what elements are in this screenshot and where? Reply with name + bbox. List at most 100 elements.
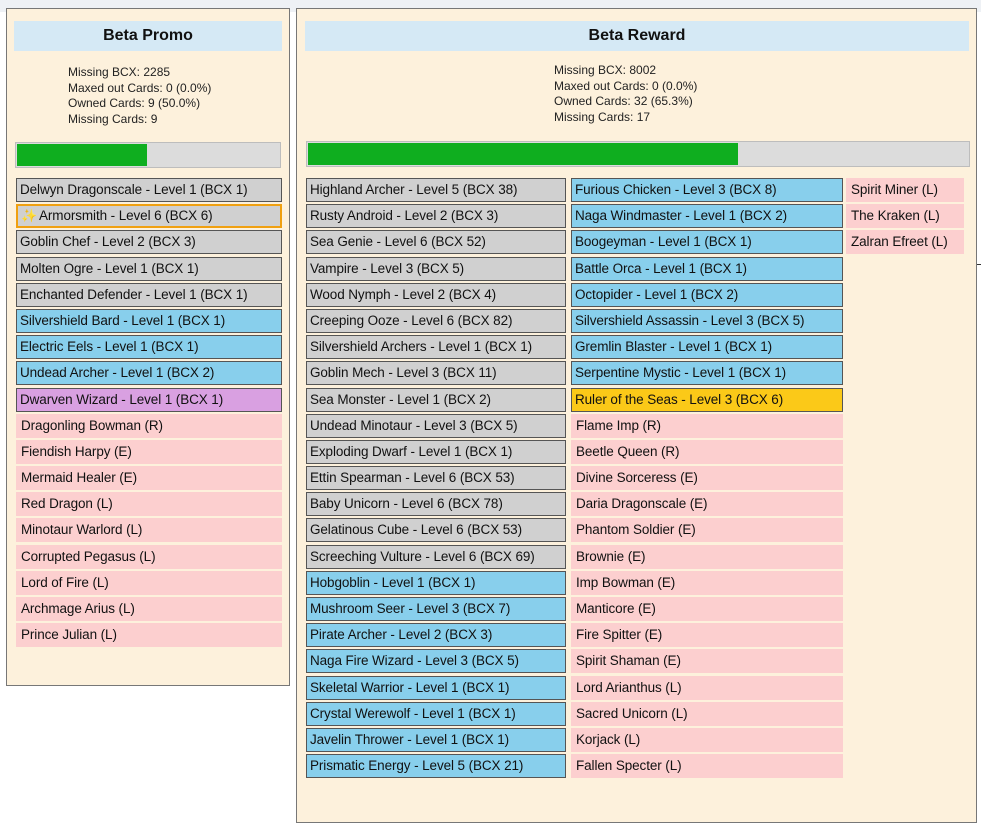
- card-gelatinous-cube[interactable]: Gelatinous Cube - Level 6 (BCX 53): [306, 518, 566, 543]
- card-label: Dragonling Bowman (R): [21, 417, 163, 433]
- card-label: Naga Windmaster - Level 1 (BCX 2): [575, 208, 788, 224]
- card-silvershield-bard[interactable]: Silvershield Bard - Level 1 (BCX 1): [16, 308, 282, 333]
- card-flame-imp[interactable]: Flame Imp (R): [571, 413, 843, 438]
- card-label: Daria Dragonscale (E): [576, 496, 708, 512]
- card-goblin-chef[interactable]: Goblin Chef - Level 2 (BCX 3): [16, 230, 282, 255]
- card-spirit-shaman[interactable]: Spirit Shaman (E): [571, 649, 843, 674]
- promo-missing-bcx: Missing BCX: 2285: [68, 65, 171, 79]
- card-goblin-mech[interactable]: Goblin Mech - Level 3 (BCX 11): [306, 361, 566, 386]
- card-javelin-thrower[interactable]: Javelin Thrower - Level 1 (BCX 1): [306, 727, 566, 752]
- card-undead-minotaur[interactable]: Undead Minotaur - Level 3 (BCX 5): [306, 413, 566, 438]
- card-crystal-werewolf[interactable]: Crystal Werewolf - Level 1 (BCX 1): [306, 701, 566, 726]
- card-mermaid-healer[interactable]: Mermaid Healer (E): [16, 466, 282, 491]
- card-enchanted-defender[interactable]: Enchanted Defender - Level 1 (BCX 1): [16, 282, 282, 307]
- reward-progress-bar: [306, 141, 970, 167]
- card-corrupted-pegasus[interactable]: Corrupted Pegasus (L): [16, 544, 282, 569]
- card-furious-chicken[interactable]: Furious Chicken - Level 3 (BCX 8): [571, 178, 843, 202]
- card-rusty-android[interactable]: Rusty Android - Level 2 (BCX 3): [306, 204, 566, 229]
- card-label: Molten Ogre - Level 1 (BCX 1): [20, 260, 199, 276]
- card-dragonling-bowman[interactable]: Dragonling Bowman (R): [16, 413, 282, 438]
- card-manticore[interactable]: Manticore (E): [571, 597, 843, 621]
- reward-title: Beta Reward: [305, 21, 969, 51]
- card-label: Battle Orca - Level 1 (BCX 1): [575, 260, 747, 276]
- card-baby-unicorn[interactable]: Baby Unicorn - Level 6 (BCX 78): [306, 492, 566, 517]
- card-undead-archer[interactable]: Undead Archer - Level 1 (BCX 2): [16, 361, 282, 386]
- card-imp-bowman[interactable]: Imp Bowman (E): [571, 570, 843, 595]
- card-label: Hobgoblin - Level 1 (BCX 1): [310, 574, 476, 590]
- card-label: Pirate Archer - Level 2 (BCX 3): [310, 627, 493, 643]
- card-label: Naga Fire Wizard - Level 3 (BCX 5): [310, 653, 519, 669]
- card-red-dragon[interactable]: Red Dragon (L): [16, 492, 282, 517]
- card-creeping-ooze[interactable]: Creeping Ooze - Level 6 (BCX 82): [306, 308, 566, 333]
- card-ettin-spearman[interactable]: Ettin Spearman - Level 6 (BCX 53): [306, 466, 566, 491]
- card-boogeyman[interactable]: Boogeyman - Level 1 (BCX 1): [571, 230, 843, 255]
- card-sea-genie[interactable]: Sea Genie - Level 6 (BCX 52): [306, 230, 566, 255]
- promo-maxed-cards: Maxed out Cards: 0 (0.0%): [68, 80, 212, 95]
- card-mushroom-seer[interactable]: Mushroom Seer - Level 3 (BCX 7): [306, 597, 566, 621]
- card-vampire[interactable]: Vampire - Level 3 (BCX 5): [306, 256, 566, 281]
- reward-card-column-3: Spirit Miner (L) The Kraken (L) Zalran Efr…: [846, 178, 964, 257]
- card-exploding-dwarf[interactable]: Exploding Dwarf - Level 1 (BCX 1): [306, 439, 566, 464]
- card-label: Serpentine Mystic - Level 1 (BCX 1): [575, 365, 787, 381]
- card-molten-ogre[interactable]: Molten Ogre - Level 1 (BCX 1): [16, 256, 282, 281]
- card-label: Silvershield Bard - Level 1 (BCX 1): [20, 312, 226, 328]
- card-armorsmith[interactable]: ✨ Armorsmith - Level 6 (BCX 6): [16, 204, 282, 229]
- card-silvershield-assassin[interactable]: Silvershield Assassin - Level 3 (BCX 5): [571, 308, 843, 333]
- card-label: Gremlin Blaster - Level 1 (BCX 1): [575, 339, 773, 355]
- card-battle-orca[interactable]: Battle Orca - Level 1 (BCX 1): [571, 256, 843, 281]
- card-label: Divine Sorceress (E): [576, 470, 698, 486]
- card-label: Minotaur Warlord (L): [21, 522, 143, 538]
- card-label: Boogeyman - Level 1 (BCX 1): [575, 234, 752, 250]
- card-electric-eels[interactable]: Electric Eels - Level 1 (BCX 1): [16, 335, 282, 360]
- card-hobgoblin[interactable]: Hobgoblin - Level 1 (BCX 1): [306, 570, 566, 595]
- card-highland-archer[interactable]: Highland Archer - Level 5 (BCX 38): [306, 178, 566, 202]
- card-lord-of-fire[interactable]: Lord of Fire (L): [16, 570, 282, 595]
- card-lord-arianthus[interactable]: Lord Arianthus (L): [571, 675, 843, 700]
- reward-card-column-1: Highland Archer - Level 5 (BCX 38) Rusty …: [306, 178, 566, 780]
- card-sacred-unicorn[interactable]: Sacred Unicorn (L): [571, 701, 843, 726]
- card-minotaur-warlord[interactable]: Minotaur Warlord (L): [16, 518, 282, 543]
- card-pirate-archer[interactable]: Pirate Archer - Level 2 (BCX 3): [306, 623, 566, 648]
- card-prismatic-energy[interactable]: Prismatic Energy - Level 5 (BCX 21): [306, 754, 566, 779]
- card-prince-julian[interactable]: Prince Julian (L): [16, 623, 282, 648]
- card-octopider[interactable]: Octopider - Level 1 (BCX 2): [571, 282, 843, 307]
- card-dwarven-wizard[interactable]: Dwarven Wizard - Level 1 (BCX 1): [16, 387, 282, 412]
- card-label: Prismatic Energy - Level 5 (BCX 21): [310, 758, 524, 774]
- card-sea-monster[interactable]: Sea Monster - Level 1 (BCX 2): [306, 387, 566, 412]
- card-label: Beetle Queen (R): [576, 443, 680, 459]
- card-fiendish-harpy[interactable]: Fiendish Harpy (E): [16, 439, 282, 464]
- card-wood-nymph[interactable]: Wood Nymph - Level 2 (BCX 4): [306, 282, 566, 307]
- card-gremlin-blaster[interactable]: Gremlin Blaster - Level 1 (BCX 1): [571, 335, 843, 360]
- card-naga-fire-wizard[interactable]: Naga Fire Wizard - Level 3 (BCX 5): [306, 649, 566, 674]
- card-ruler-of-the-seas[interactable]: Ruler of the Seas - Level 3 (BCX 6): [571, 387, 843, 412]
- card-skeletal-warrior[interactable]: Skeletal Warrior - Level 1 (BCX 1): [306, 675, 566, 700]
- reward-maxed-cards: Maxed out Cards: 0 (0.0%): [554, 78, 698, 93]
- card-screeching-vulture[interactable]: Screeching Vulture - Level 6 (BCX 69): [306, 544, 566, 569]
- card-silvershield-archers[interactable]: Silvershield Archers - Level 1 (BCX 1): [306, 335, 566, 360]
- card-spirit-miner[interactable]: Spirit Miner (L): [846, 178, 964, 202]
- card-label: Prince Julian (L): [21, 627, 117, 643]
- card-label: Mushroom Seer - Level 3 (BCX 7): [310, 601, 511, 616]
- card-serpentine-mystic[interactable]: Serpentine Mystic - Level 1 (BCX 1): [571, 361, 843, 386]
- card-label: Brownie (E): [576, 548, 646, 564]
- card-naga-windmaster[interactable]: Naga Windmaster - Level 1 (BCX 2): [571, 204, 843, 229]
- card-label: Goblin Chef - Level 2 (BCX 3): [20, 234, 196, 250]
- card-label: Mermaid Healer (E): [21, 470, 137, 486]
- card-label: Sea Monster - Level 1 (BCX 2): [310, 391, 491, 407]
- card-label: Imp Bowman (E): [576, 574, 676, 590]
- card-korjack[interactable]: Korjack (L): [571, 727, 843, 752]
- card-fallen-specter[interactable]: Fallen Specter (L): [571, 754, 843, 779]
- card-fire-spitter[interactable]: Fire Spitter (E): [571, 623, 843, 648]
- card-divine-sorceress[interactable]: Divine Sorceress (E): [571, 466, 843, 491]
- card-label: Zalran Efreet (L): [851, 234, 948, 250]
- card-daria-dragonscale[interactable]: Daria Dragonscale (E): [571, 492, 843, 517]
- card-zalran-efreet[interactable]: Zalran Efreet (L): [846, 230, 964, 255]
- card-the-kraken[interactable]: The Kraken (L): [846, 204, 964, 229]
- card-brownie[interactable]: Brownie (E): [571, 544, 843, 569]
- card-archmage-arius[interactable]: Archmage Arius (L): [16, 597, 282, 621]
- promo-owned-cards: Owned Cards: 9 (50.0%): [68, 96, 201, 110]
- card-label: Silvershield Archers - Level 1 (BCX 1): [310, 339, 533, 355]
- card-beetle-queen[interactable]: Beetle Queen (R): [571, 439, 843, 464]
- card-phantom-soldier[interactable]: Phantom Soldier (E): [571, 518, 843, 543]
- card-delwyn-dragonscale[interactable]: Delwyn Dragonscale - Level 1 (BCX 1): [16, 178, 282, 202]
